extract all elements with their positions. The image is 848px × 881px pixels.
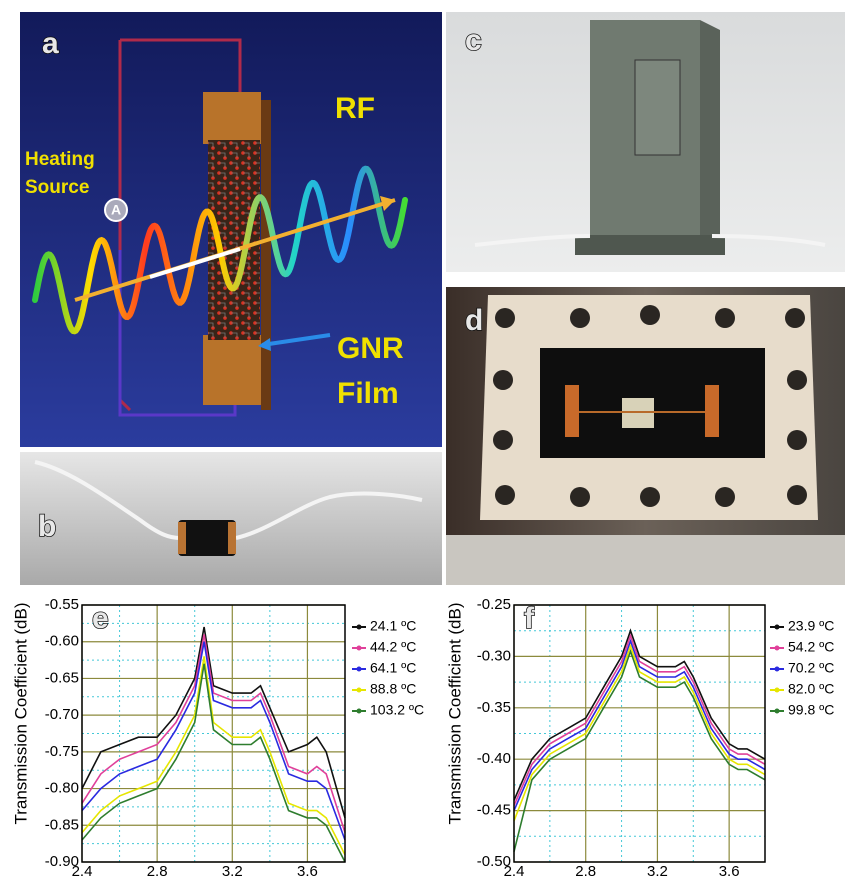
- legend-label: 44.2 ºC: [370, 639, 416, 655]
- flange: [575, 235, 725, 255]
- film-label: Film: [337, 377, 399, 410]
- page: {"figure_panels": { "a": {"letter": "a",…: [0, 0, 848, 881]
- y-tick-label: -0.70: [45, 706, 79, 723]
- y-tick-label: -0.55: [45, 596, 79, 613]
- legend-label: 88.8 ºC: [370, 681, 416, 697]
- x-tick-label: 3.6: [297, 863, 318, 880]
- y-tick-label: -0.25: [477, 596, 511, 613]
- y-tick-label: -0.60: [45, 633, 79, 650]
- stage: [446, 535, 845, 585]
- legend-marker: [775, 709, 780, 714]
- electrode: [565, 385, 579, 437]
- y-tick-label: -0.85: [45, 816, 79, 833]
- legend-label: 24.1 ºC: [370, 618, 416, 634]
- waveguide-side: [700, 20, 720, 240]
- y-tick-label: -0.30: [477, 647, 511, 664]
- film-label: GNR: [337, 332, 404, 365]
- panel-letter: d: [465, 304, 483, 337]
- x-tick-label: 2.4: [72, 863, 93, 880]
- legend-marker: [357, 667, 362, 672]
- y-tick-label: -0.80: [45, 780, 79, 797]
- legend-marker: [775, 625, 780, 630]
- contact: [178, 522, 186, 554]
- x-tick-label: 3.2: [222, 863, 243, 880]
- legend-label: 70.2 ºC: [788, 660, 834, 676]
- legend-marker: [357, 709, 362, 714]
- electrode: [203, 92, 261, 144]
- contact: [228, 522, 236, 554]
- device: [178, 520, 236, 556]
- legend-label: 99.8 ºC: [788, 702, 834, 718]
- legend-label: 23.9 ºC: [788, 618, 834, 634]
- legend-marker: [357, 646, 362, 651]
- rf-label: RF: [335, 92, 375, 125]
- panel-d: d: [446, 287, 845, 585]
- heating-label: Source: [25, 177, 89, 198]
- y-tick-label: -0.40: [477, 750, 511, 767]
- legend-marker: [775, 688, 780, 693]
- legend-label: 103.2 ºC: [370, 702, 424, 718]
- film-edge: [261, 100, 271, 410]
- y-axis-title: Transmission Coefficient (dB): [11, 602, 30, 824]
- panel-letter: a: [42, 27, 59, 60]
- legend-marker: [357, 688, 362, 693]
- panel-letter: e: [92, 602, 109, 635]
- x-tick-label: 3.6: [719, 863, 740, 880]
- label-plate: [635, 60, 680, 155]
- x-tick-label: 3.2: [647, 863, 668, 880]
- panel-letter: f: [524, 602, 535, 635]
- x-tick-label: 2.8: [147, 863, 168, 880]
- electrode: [203, 335, 261, 405]
- panel-letter: c: [465, 24, 482, 57]
- y-tick-label: -0.45: [477, 802, 511, 819]
- panel-background: [20, 452, 442, 585]
- x-tick-label: 2.4: [504, 863, 525, 880]
- y-axis-title: Transmission Coefficient (dB): [445, 602, 464, 824]
- panel-letter: b: [38, 510, 56, 543]
- legend-marker: [775, 667, 780, 672]
- legend-label: 64.1 ºC: [370, 660, 416, 676]
- ammeter-label: A: [111, 202, 121, 218]
- electrode: [705, 385, 719, 437]
- legend-label: 54.2 ºC: [788, 639, 834, 655]
- y-tick-label: -0.65: [45, 669, 79, 686]
- y-tick-label: -0.75: [45, 743, 79, 760]
- charts: -0.55-0.60-0.65-0.70-0.75-0.80-0.85-0.90…: [11, 596, 834, 881]
- y-tick-label: -0.35: [477, 699, 511, 716]
- legend-label: 82.0 ºC: [788, 681, 834, 697]
- legend-marker: [775, 646, 780, 651]
- legend-marker: [357, 625, 362, 630]
- panel-c: c: [446, 12, 845, 272]
- heating-label: Heating: [25, 149, 95, 170]
- panel-b: b: [20, 452, 442, 585]
- x-tick-label: 2.8: [575, 863, 596, 880]
- panel-a: A a Heating Source RF GNR Film: [20, 12, 442, 447]
- figure: A a Heating Source RF GNR Film b c: [0, 0, 848, 881]
